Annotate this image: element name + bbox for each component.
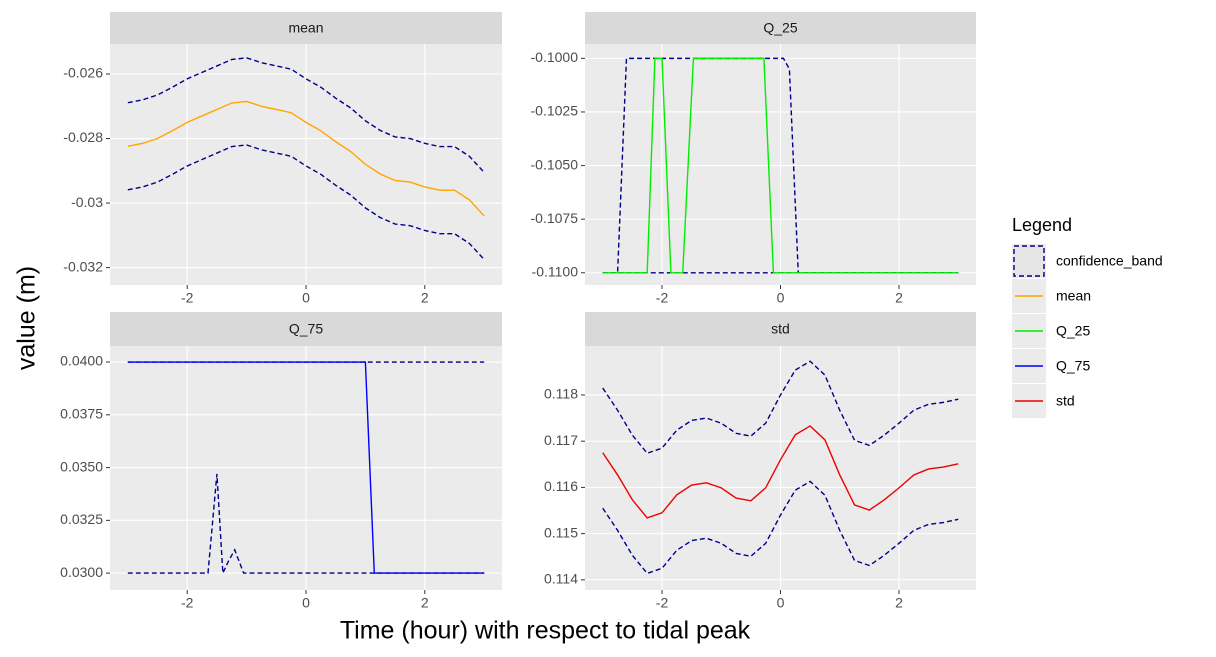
legend-label: confidence_band bbox=[1056, 253, 1163, 269]
y-tick-label: 0.0400 bbox=[60, 353, 103, 369]
y-tick-label: -0.032 bbox=[63, 258, 103, 274]
confidence-line bbox=[602, 480, 959, 575]
x-tick-label: -2 bbox=[181, 595, 194, 611]
strip-title: Q_25 bbox=[763, 20, 797, 36]
y-tick-label: -0.026 bbox=[63, 65, 103, 81]
y-tick-label: 0.114 bbox=[544, 571, 578, 587]
confidence-line bbox=[127, 473, 485, 574]
x-tick-label: 2 bbox=[895, 595, 903, 611]
data-line bbox=[127, 361, 485, 574]
y-tick-label: 0.0300 bbox=[60, 564, 103, 580]
y-tick-label: 0.0375 bbox=[60, 406, 103, 422]
legend-label: std bbox=[1056, 393, 1075, 409]
y-tick-label: 0.116 bbox=[544, 478, 578, 494]
legend-label: Q_75 bbox=[1056, 358, 1090, 374]
legend-title: Legend bbox=[1012, 215, 1072, 235]
x-tick-label: -2 bbox=[181, 290, 194, 306]
x-tick-label: 0 bbox=[302, 595, 310, 611]
y-tick-label: 0.0325 bbox=[60, 511, 103, 527]
y-tick-label: -0.1025 bbox=[531, 103, 579, 119]
y-tick-label: 0.117 bbox=[544, 432, 578, 448]
confidence-line bbox=[602, 360, 959, 455]
y-tick-label: -0.028 bbox=[63, 129, 103, 145]
y-tick-label: -0.1075 bbox=[531, 210, 579, 226]
x-tick-label: -2 bbox=[656, 290, 669, 306]
y-tick-label: -0.1000 bbox=[531, 49, 579, 65]
strip bbox=[110, 12, 502, 44]
x-tick-label: 0 bbox=[777, 290, 785, 306]
y-tick-label: 0.115 bbox=[544, 524, 578, 540]
strip-title: Q_75 bbox=[289, 321, 323, 337]
legend-key bbox=[1013, 245, 1045, 277]
x-tick-label: 0 bbox=[302, 290, 310, 306]
data-line bbox=[127, 100, 485, 217]
strip-title: mean bbox=[288, 20, 323, 36]
confidence-line bbox=[127, 144, 485, 260]
strip bbox=[585, 312, 976, 346]
y-tick-label: -0.03 bbox=[71, 194, 103, 210]
legend-label: mean bbox=[1056, 288, 1091, 304]
x-tick-label: 2 bbox=[421, 595, 429, 611]
y-tick-label: 0.118 bbox=[544, 386, 578, 402]
data-line bbox=[602, 425, 959, 519]
strip-title: std bbox=[771, 321, 790, 337]
data-line bbox=[602, 57, 959, 274]
y-tick-label: -0.1050 bbox=[531, 156, 579, 172]
y-axis-title: value (m) bbox=[13, 266, 41, 370]
y-tick-label: -0.1100 bbox=[532, 263, 579, 279]
legend-label: Q_25 bbox=[1056, 323, 1090, 339]
strip bbox=[585, 12, 976, 44]
x-tick-label: 2 bbox=[895, 290, 903, 306]
strip bbox=[110, 312, 502, 346]
x-tick-label: 2 bbox=[421, 290, 429, 306]
x-tick-label: -2 bbox=[656, 595, 669, 611]
confidence-line bbox=[127, 57, 485, 173]
x-tick-label: 0 bbox=[777, 595, 785, 611]
x-axis-title: Time (hour) with respect to tidal peak bbox=[340, 617, 751, 645]
y-tick-label: 0.0350 bbox=[60, 458, 103, 474]
